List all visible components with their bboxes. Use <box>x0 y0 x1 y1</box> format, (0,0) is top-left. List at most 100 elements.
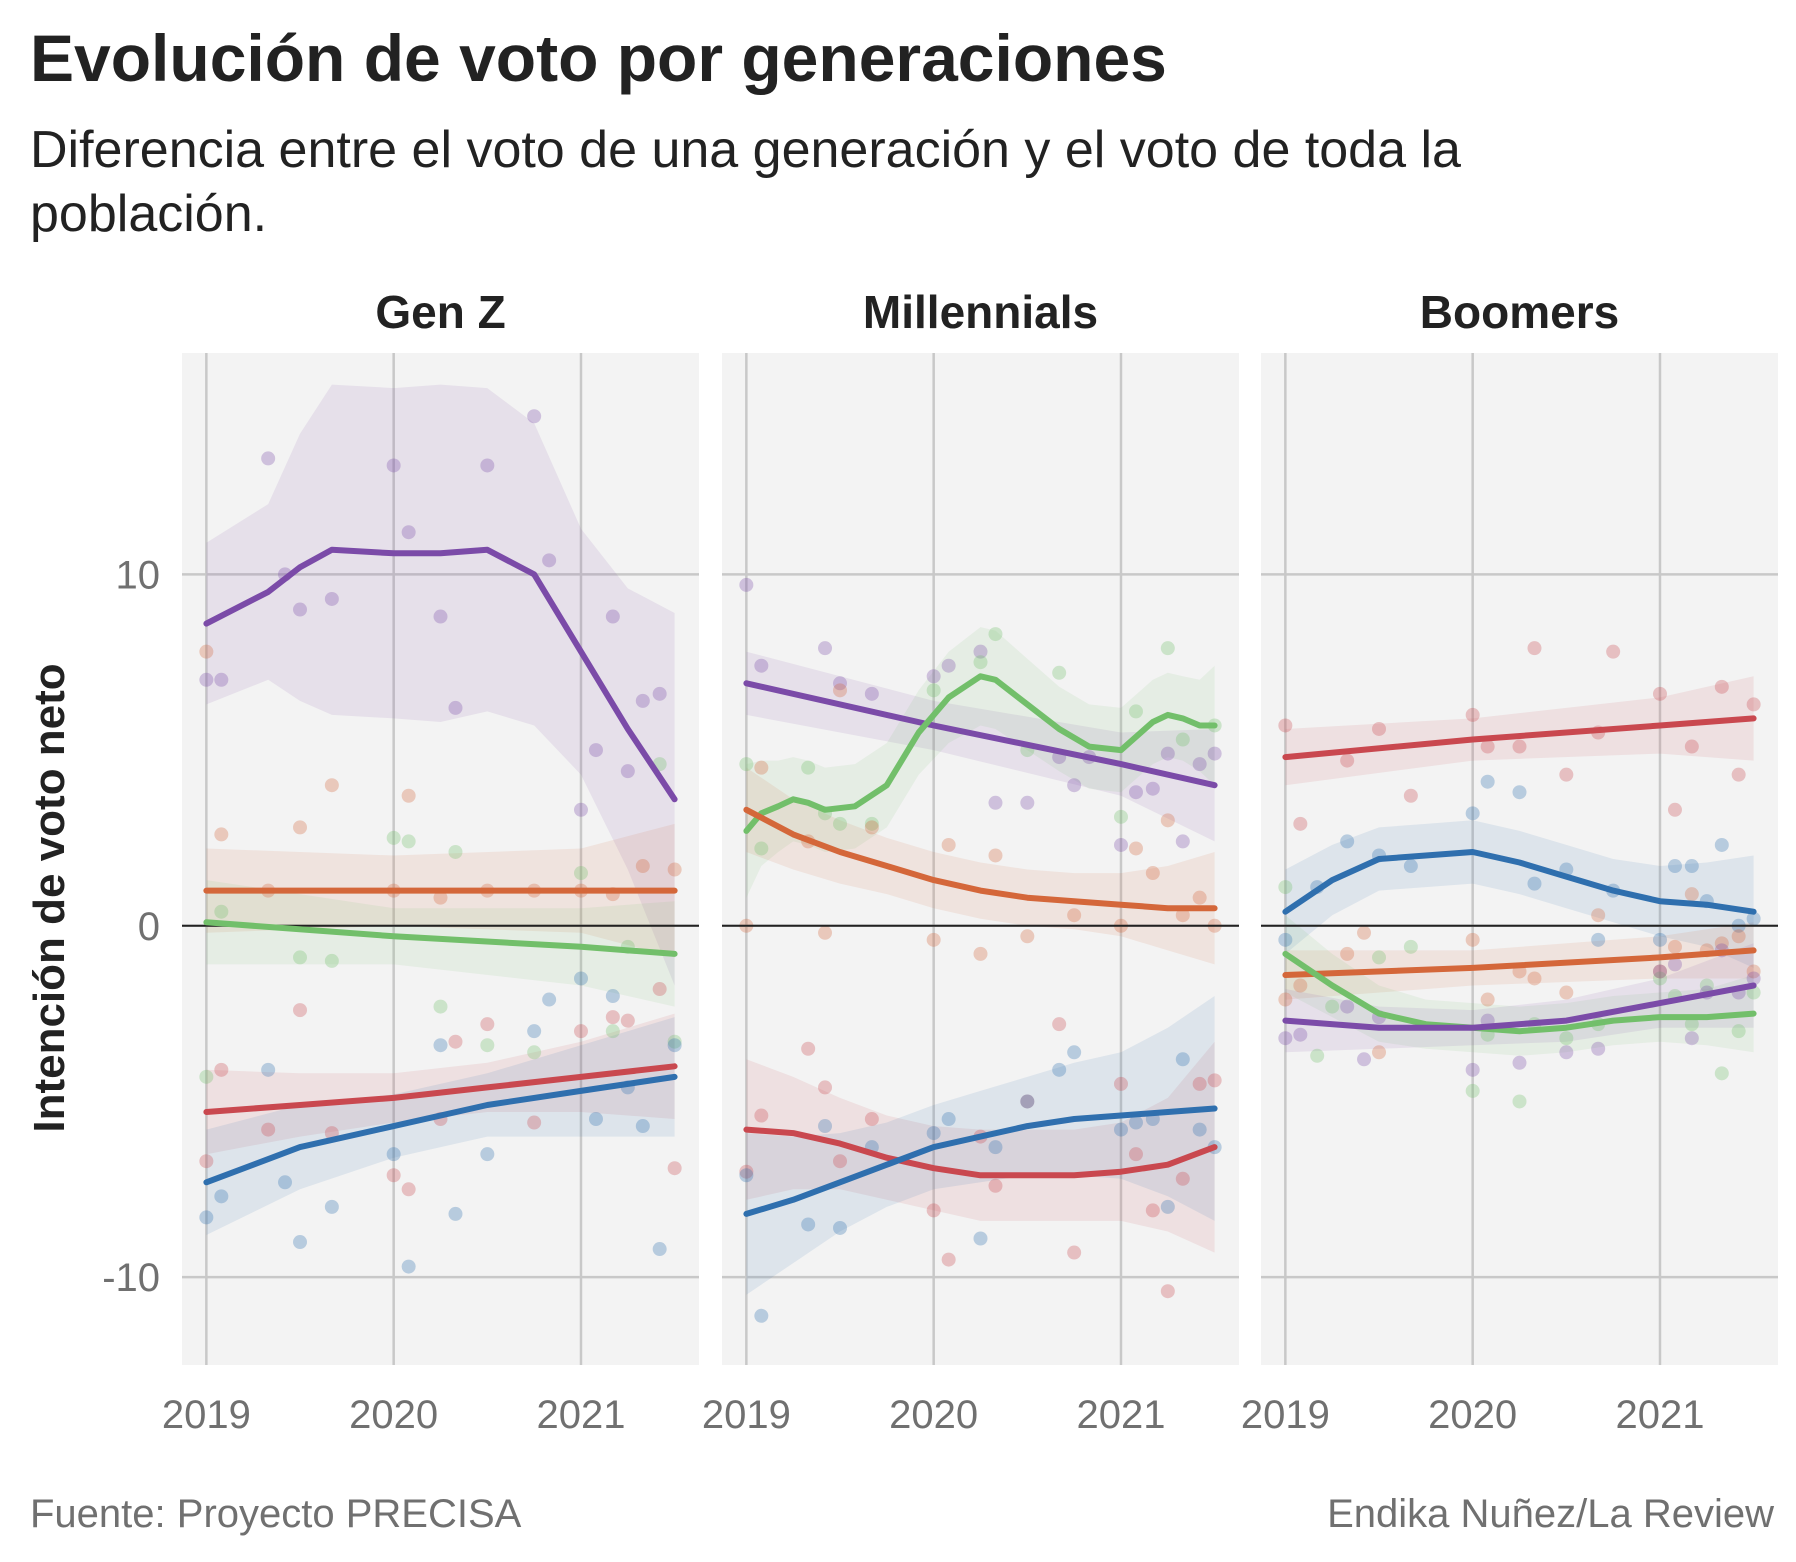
data-point <box>818 925 833 940</box>
data-point <box>1128 704 1143 719</box>
panel-background <box>182 353 699 1365</box>
data-point <box>801 1217 816 1232</box>
panel-background <box>1261 353 1778 1365</box>
series-line <box>203 1063 678 1115</box>
confidence-band <box>1285 922 1754 1000</box>
data-point <box>1357 925 1372 940</box>
data-point <box>973 1231 988 1246</box>
data-point <box>1731 929 1746 944</box>
data-point <box>818 1080 833 1095</box>
data-point <box>573 802 588 817</box>
data-point <box>1020 1094 1035 1109</box>
data-point <box>1128 785 1143 800</box>
data-point <box>833 676 848 691</box>
data-point <box>1746 964 1761 979</box>
data-point <box>1067 1245 1082 1260</box>
data-point <box>864 1112 879 1127</box>
data-point <box>1652 964 1667 979</box>
data-point <box>1128 841 1143 856</box>
panel-title: Millennials <box>863 286 1098 338</box>
data-point <box>1067 778 1082 793</box>
data-point <box>1714 936 1729 951</box>
data-point <box>1652 932 1667 947</box>
data-point <box>973 946 988 961</box>
data-point <box>1067 1045 1082 1060</box>
data-point <box>1145 866 1160 881</box>
data-point <box>652 982 667 997</box>
data-point <box>573 866 588 881</box>
data-point <box>542 553 557 568</box>
data-point <box>605 1024 620 1039</box>
data-point <box>1465 707 1480 722</box>
confidence-band <box>746 627 1215 898</box>
data-point <box>941 658 956 673</box>
x-tick-label: 2019 <box>162 1393 251 1437</box>
data-point <box>833 683 848 698</box>
data-point <box>1175 1171 1190 1186</box>
data-point <box>833 1220 848 1235</box>
data-point <box>199 1210 214 1225</box>
data-point <box>667 1034 682 1049</box>
data-point <box>324 591 339 606</box>
data-point <box>480 1038 495 1053</box>
data-point <box>293 1003 308 1018</box>
data-point <box>1128 1147 1143 1162</box>
chart-subtitle: Diferencia entre el voto de una generaci… <box>30 121 1461 243</box>
data-point <box>433 890 448 905</box>
confidence-band <box>206 1017 675 1235</box>
data-point <box>1403 859 1418 874</box>
data-point <box>1591 932 1606 947</box>
data-point <box>864 686 879 701</box>
data-point <box>293 950 308 965</box>
data-point <box>620 764 635 779</box>
data-point <box>1340 834 1355 849</box>
series-line <box>1282 715 1757 761</box>
y-tick-label: -10 <box>102 1256 160 1300</box>
series-line <box>743 1105 1218 1217</box>
data-point <box>1559 767 1574 782</box>
data-point <box>988 1140 1003 1155</box>
data-point <box>527 409 542 424</box>
author-caption: Endika Nuñez/La Review <box>1327 1492 1774 1536</box>
data-point <box>1699 978 1714 993</box>
data-point <box>1175 732 1190 747</box>
data-point <box>448 1206 463 1221</box>
data-point <box>1372 1045 1387 1060</box>
data-point <box>448 1034 463 1049</box>
data-point <box>1465 932 1480 947</box>
data-point <box>818 641 833 656</box>
data-point <box>833 1154 848 1169</box>
data-point <box>1746 971 1761 986</box>
series-line <box>1282 950 1757 1035</box>
data-point <box>754 841 769 856</box>
data-point <box>1340 946 1355 961</box>
data-point <box>588 1112 603 1127</box>
data-point <box>754 760 769 775</box>
data-point <box>1278 992 1293 1007</box>
data-point <box>1652 964 1667 979</box>
data-point <box>1160 1284 1175 1299</box>
data-point <box>1480 992 1495 1007</box>
data-point <box>1357 1052 1372 1067</box>
data-point <box>1145 1203 1160 1218</box>
data-point <box>1160 641 1175 656</box>
data-point <box>1714 679 1729 694</box>
data-point <box>1207 746 1222 761</box>
data-point <box>1160 1199 1175 1214</box>
data-point <box>1652 971 1667 986</box>
data-point <box>1512 1094 1527 1109</box>
data-point <box>261 1122 276 1137</box>
data-point <box>1128 1115 1143 1130</box>
data-point <box>667 1038 682 1053</box>
data-point <box>1113 1076 1128 1091</box>
series-line <box>743 680 1218 789</box>
series-line <box>1282 947 1757 978</box>
data-point <box>214 827 229 842</box>
series-line <box>203 1073 678 1186</box>
data-point <box>926 683 941 698</box>
series-line <box>203 919 678 957</box>
data-point <box>1465 1083 1480 1098</box>
data-point <box>1512 1055 1527 1070</box>
confidence-band <box>746 996 1215 1295</box>
confidence-band <box>746 767 1215 965</box>
